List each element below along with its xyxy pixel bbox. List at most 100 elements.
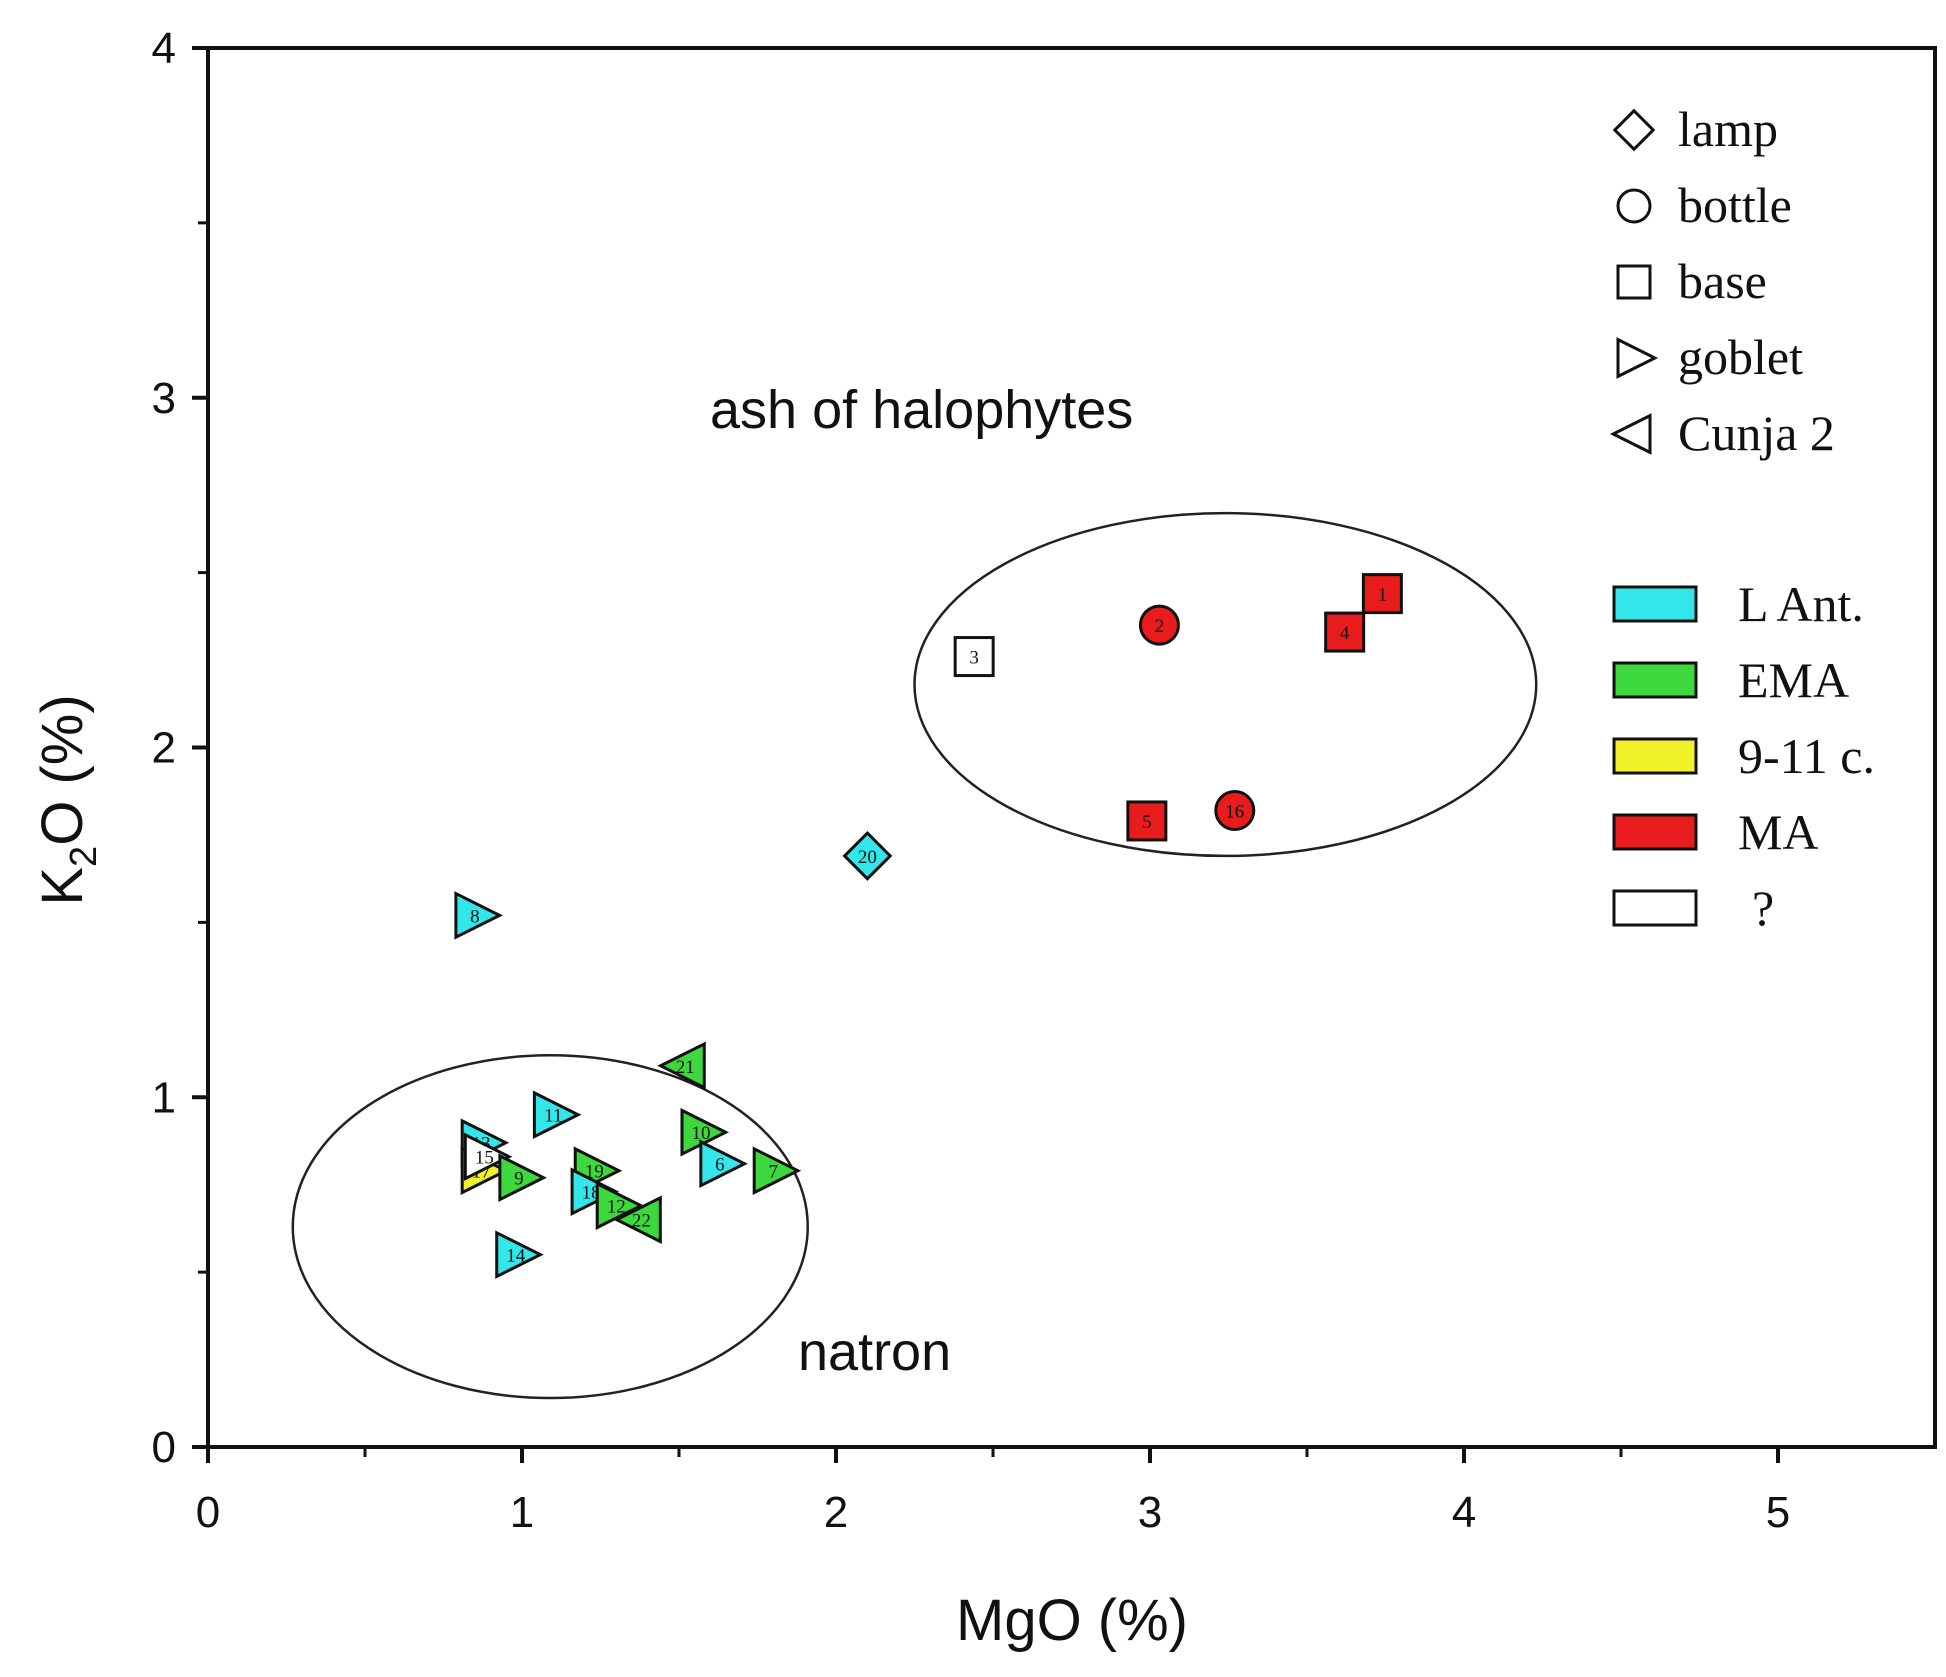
data-point: 20 (842, 831, 893, 881)
legend-color-item: L Ant. (1612, 576, 1864, 632)
point-label: 20 (858, 847, 877, 868)
legend-color-item: MA (1612, 804, 1819, 860)
legend-square-icon (1616, 264, 1652, 300)
data-point: 5 (1126, 800, 1168, 842)
y-tick-label: 1 (152, 1073, 176, 1122)
data-point: 15 (463, 1132, 513, 1181)
natron-ellipse (291, 1054, 809, 1400)
legend-color-label: ? (1752, 880, 1774, 936)
y-axis-title-subscript: 2 (63, 846, 105, 867)
plot-frame (206, 46, 1937, 1449)
legend-shape-item: goblet (1616, 329, 1803, 385)
legend-swatch (1612, 813, 1698, 851)
point-marker (498, 1153, 547, 1202)
legend-shape-item: Cunja 2 (1609, 405, 1835, 461)
annotation-natron: natron (798, 1322, 951, 1382)
point-marker (752, 1146, 802, 1195)
data-point: 3 (953, 636, 995, 678)
legend-shape-label: base (1678, 253, 1767, 309)
point-label: 11 (544, 1106, 562, 1127)
data-point: 22 (613, 1195, 662, 1244)
point-marker (842, 831, 893, 881)
legend-triangle-right-icon (1616, 337, 1659, 379)
data-point: 4 (1324, 611, 1366, 653)
point-marker (1361, 573, 1403, 615)
legend-shape-item: base (1616, 253, 1767, 309)
point-label: 12 (607, 1197, 626, 1218)
legend-shape-item: lamp (1612, 101, 1778, 157)
x-tick-label: 3 (1138, 1488, 1162, 1537)
annotation-ash-of-halophytes: ash of halophytes (710, 380, 1133, 440)
legend-swatch (1612, 585, 1698, 623)
legend-shape-label: Cunja 2 (1678, 405, 1835, 461)
legend-diamond-icon (1612, 108, 1656, 152)
y-axis-title-main: K (30, 867, 95, 906)
point-label: 16 (1225, 801, 1244, 822)
legend-shape-label: bottle (1678, 177, 1792, 233)
point-marker (1214, 789, 1256, 831)
data-point: 7 (752, 1146, 802, 1195)
y-axis-title-rest: O (%) (30, 694, 95, 845)
legend-shape-label: lamp (1678, 101, 1778, 157)
point-marker (1126, 800, 1168, 842)
legend-shapes: lamp bottle base goblet Cunja 2 (1609, 101, 1835, 461)
data-point: 21 (657, 1041, 706, 1091)
y-tick-label: 4 (152, 24, 176, 73)
point-label: 7 (768, 1162, 778, 1183)
point-marker (495, 1230, 544, 1279)
point-label: 5 (1142, 812, 1152, 833)
point-label: 8 (470, 906, 480, 927)
data-point: 1 (1361, 573, 1403, 615)
data-point: 16 (1214, 789, 1256, 831)
y-tick-label: 3 (152, 374, 176, 423)
legend-color-label: MA (1738, 804, 1819, 860)
svg-text:K2O (%): K2O (%) (30, 694, 105, 905)
y-tick-label: 2 (152, 724, 176, 773)
x-tick-label: 2 (824, 1488, 848, 1537)
point-label: 9 (514, 1169, 524, 1190)
point-label: 21 (676, 1057, 695, 1078)
legend-circle-icon (1616, 188, 1652, 224)
legend-triangle-left-icon (1609, 413, 1652, 455)
data-point: 9 (498, 1153, 547, 1202)
data-point: 14 (495, 1230, 544, 1279)
point-marker (463, 1132, 513, 1181)
point-label: 14 (506, 1246, 526, 1267)
point-marker (699, 1139, 748, 1188)
halophytes-ellipse (913, 511, 1538, 858)
legend-shape-item: bottle (1616, 177, 1792, 233)
legend-color-label: L Ant. (1738, 576, 1864, 632)
x-axis-title: MgO (%) (956, 1588, 1188, 1653)
points-layer: 14235162082111106713171591918122214 (454, 573, 1403, 1279)
point-marker (532, 1090, 582, 1140)
point-marker (1324, 611, 1366, 653)
y-axis-title: K2O (%) (30, 694, 105, 905)
point-label: 3 (969, 648, 979, 669)
point-marker (657, 1041, 706, 1091)
point-marker (613, 1195, 662, 1244)
data-point: 12 (595, 1181, 645, 1230)
x-tick-label: 5 (1766, 1488, 1790, 1537)
point-marker (570, 1167, 620, 1216)
data-point: 2 (1138, 604, 1180, 646)
point-label: 1 (1378, 585, 1388, 606)
x-tick-label: 4 (1452, 1488, 1476, 1537)
x-tick-label: 0 (196, 1488, 220, 1537)
point-label: 4 (1340, 623, 1350, 644)
point-label: 22 (632, 1211, 651, 1232)
legend-shape-label: goblet (1678, 329, 1803, 385)
point-marker (595, 1181, 645, 1230)
point-label: 6 (715, 1155, 725, 1176)
point-label: 15 (475, 1148, 494, 1169)
region-layer (291, 511, 1538, 1400)
legend-swatch (1612, 661, 1698, 699)
legend-color-label: EMA (1738, 652, 1849, 708)
legend-color-item: EMA (1612, 652, 1849, 708)
legend-color-label: 9-11 c. (1738, 728, 1875, 784)
point-marker (454, 891, 503, 940)
legend-swatch (1612, 737, 1698, 775)
legend-color-item: ? (1612, 880, 1774, 936)
data-point: 6 (699, 1139, 748, 1188)
